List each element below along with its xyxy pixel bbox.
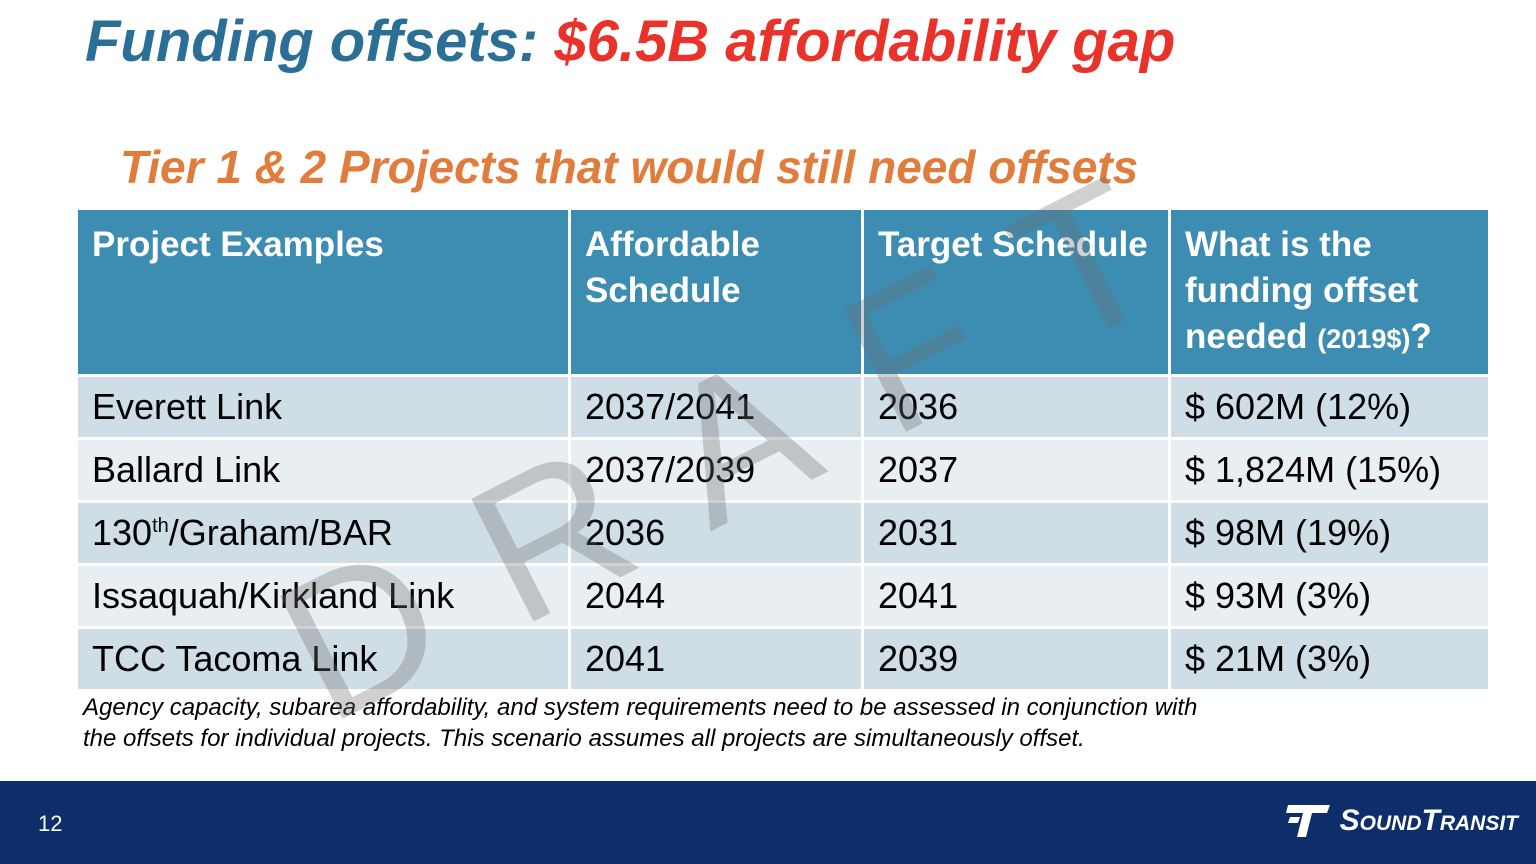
subtitle: Tier 1 & 2 Projects that would still nee… — [120, 141, 1139, 193]
table-cell: 2031 — [864, 503, 1168, 563]
footnote: Agency capacity, subarea affordability, … — [83, 692, 1197, 754]
table-cell: 2039 — [864, 629, 1168, 689]
table-body: Everett Link 2037/2041 2036 $ 602M (12%) Bal… — [78, 377, 1488, 689]
table-cell: TCC Tacoma Link — [78, 629, 568, 689]
header-row: Project Examples Affordable Schedule Tar… — [78, 210, 1488, 374]
table-cell: 2036 — [571, 503, 861, 563]
table-row: Ballard Link 2037/2039 2037 $ 1,824M (15%) — [78, 440, 1488, 500]
table-cell: 130th/Graham/BAR — [78, 503, 568, 563]
table-cell: 2037/2041 — [571, 377, 861, 437]
table-row: TCC Tacoma Link 2041 2039 $ 21M (3%) — [78, 629, 1488, 689]
table-cell: Issaquah/Kirkland Link — [78, 566, 568, 626]
logo: SoundTransit — [1284, 803, 1518, 839]
table-row: Issaquah/Kirkland Link 2044 2041 $ 93M (3%) — [78, 566, 1488, 626]
table-row: Everett Link 2037/2041 2036 $ 602M (12%) — [78, 377, 1488, 437]
header-cell: Project Examples — [78, 210, 568, 374]
table-cell: 2036 — [864, 377, 1168, 437]
table-cell: 2037 — [864, 440, 1168, 500]
header-cell: What is the funding offset needed (2019$… — [1171, 210, 1488, 374]
footnote-line: Agency capacity, subarea affordability, … — [83, 694, 1198, 721]
footer: 12 SoundTransit — [0, 781, 1536, 864]
header-cell: Target Schedule — [864, 210, 1168, 374]
table-cell: $ 602M (12%) — [1171, 377, 1488, 437]
logo-mark — [1285, 805, 1330, 837]
header-end: ? — [1410, 317, 1432, 356]
logo-text: SoundTransit — [1339, 804, 1518, 837]
table-cell: 2044 — [571, 566, 861, 626]
table-cell: $ 1,824M (15%) — [1171, 440, 1488, 500]
table-cell: 2041 — [864, 566, 1168, 626]
header-unit: (2019$) — [1317, 324, 1411, 354]
table-cell: $ 93M (3%) — [1171, 566, 1488, 626]
table-cell: $ 21M (3%) — [1171, 629, 1488, 689]
table-cell: 2037/2039 — [571, 440, 861, 500]
page-number: 12 — [38, 811, 63, 836]
title: Funding offsets: $6.5B affordability gap — [85, 8, 1175, 75]
header-text: What is the funding offset needed — [1185, 225, 1419, 356]
cell-rest: /Graham/BAR — [168, 512, 393, 553]
projects-table: Project Examples Affordable Schedule Tar… — [75, 207, 1491, 692]
table-cell: $ 98M (19%) — [1171, 503, 1488, 563]
table-cell: Everett Link — [78, 377, 568, 437]
table-row: 130th/Graham/BAR 2036 2031 $ 98M (19%) — [78, 503, 1488, 563]
cell-base: 130 — [92, 512, 153, 553]
header-cell: Affordable Schedule — [571, 210, 861, 374]
cell-superscript: th — [152, 515, 169, 537]
table-cell: Ballard Link — [78, 440, 568, 500]
title-highlight: $6.5B affordability gap — [554, 9, 1176, 74]
footnote-line: the offsets for individual projects. Thi… — [83, 725, 1085, 752]
title-prefix: Funding offsets: — [85, 9, 539, 74]
table-cell: 2041 — [571, 629, 861, 689]
